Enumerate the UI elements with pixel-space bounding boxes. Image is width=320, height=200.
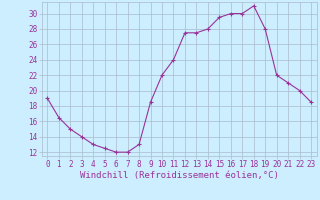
X-axis label: Windchill (Refroidissement éolien,°C): Windchill (Refroidissement éolien,°C) (80, 171, 279, 180)
